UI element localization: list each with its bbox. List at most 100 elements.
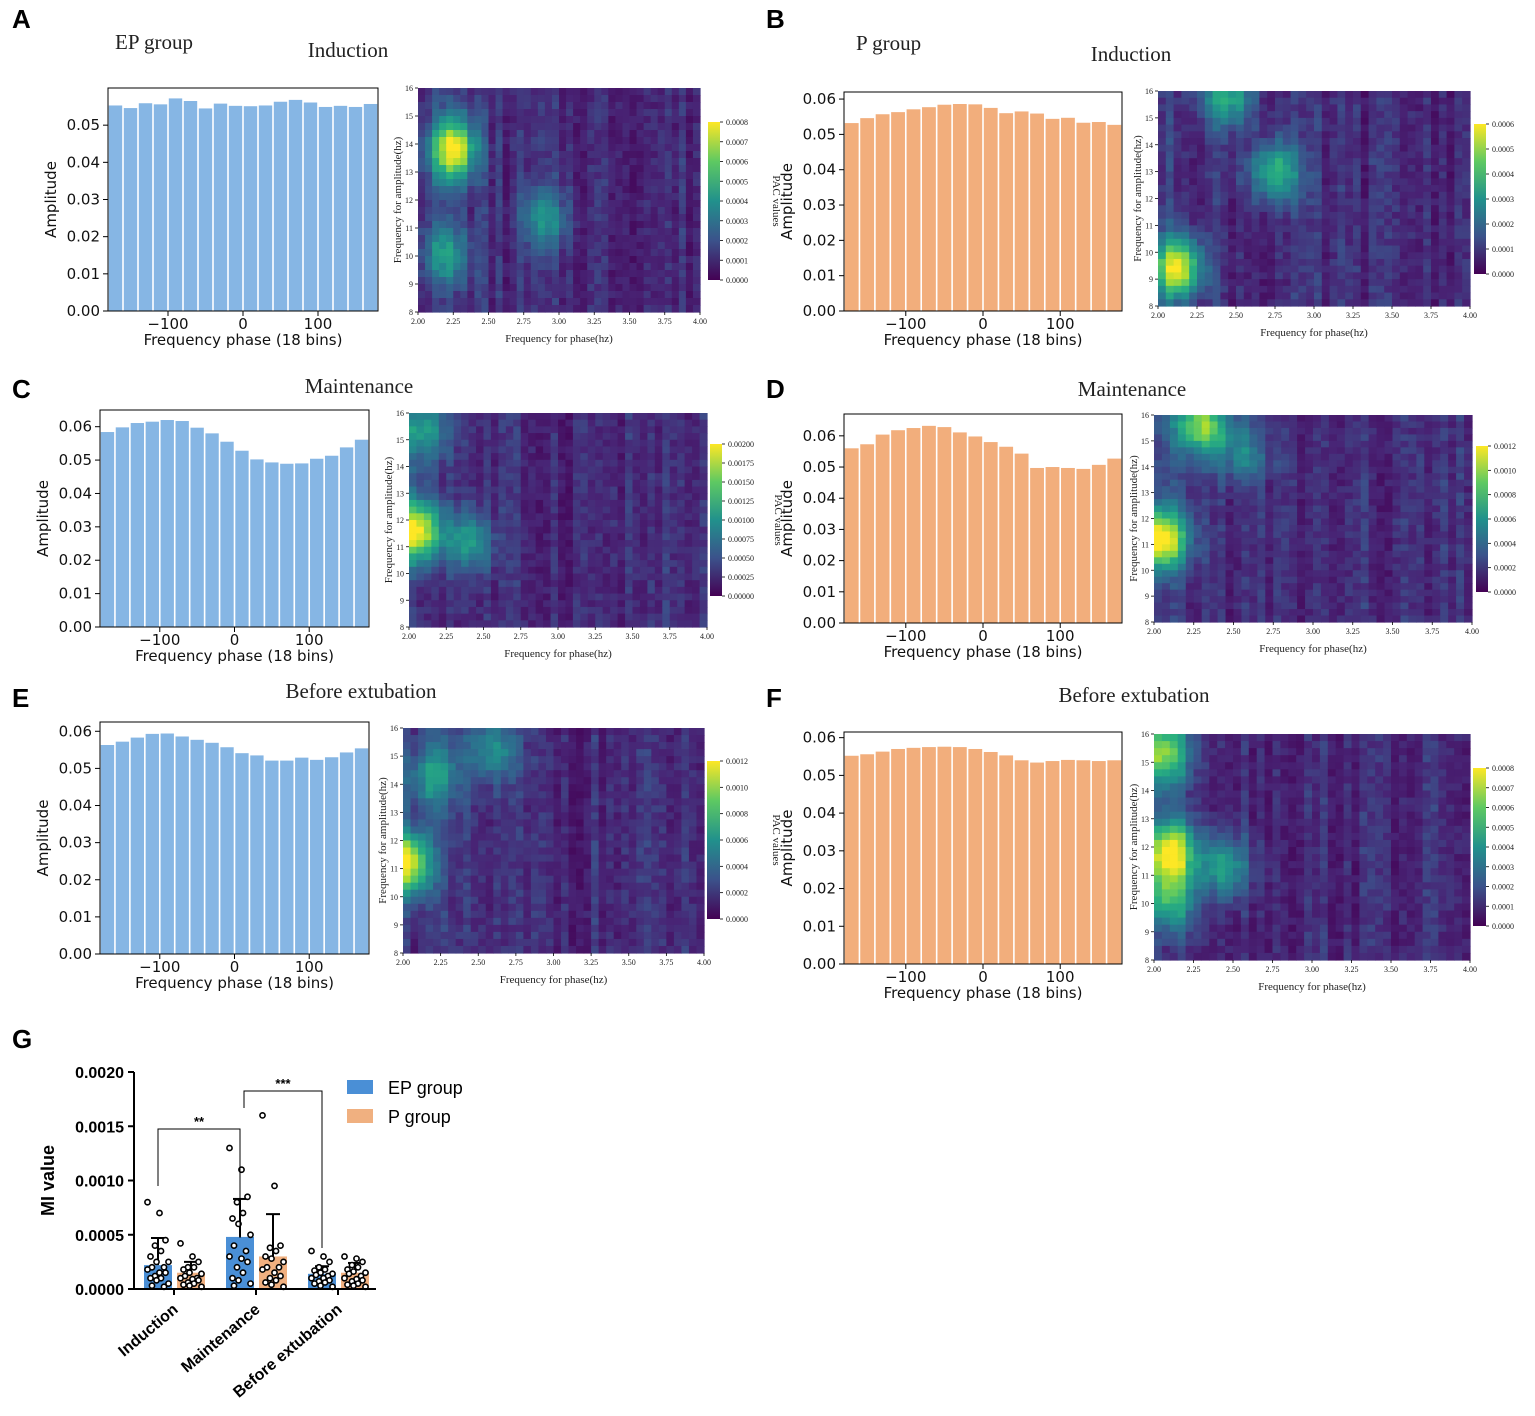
heatmap-cell <box>425 228 433 236</box>
heatmap-cell <box>446 242 454 250</box>
heatmap-cell <box>438 426 447 434</box>
heatmap-cell <box>476 499 485 508</box>
heatmap-cell <box>1228 258 1237 267</box>
heatmap-cell <box>505 506 514 514</box>
heatmap-cell <box>1298 252 1307 260</box>
heatmap-cell <box>1236 198 1245 206</box>
heatmap-cell <box>657 263 666 271</box>
heatmap-cell <box>1392 117 1401 126</box>
x-tick-label: 3.75 <box>1424 311 1438 320</box>
heatmap-cell <box>453 228 461 236</box>
heatmap-cell <box>594 193 602 201</box>
heatmap-cell <box>468 499 477 508</box>
heatmap-cell <box>587 137 595 145</box>
heatmap-cell <box>1193 563 1203 571</box>
heatmap-cell <box>629 137 638 145</box>
heatmap-cell <box>594 158 602 166</box>
heatmap-cell <box>418 207 426 215</box>
heatmap-cell <box>1399 211 1409 220</box>
heatmap-cell <box>1281 576 1290 584</box>
heatmap-cell <box>1220 279 1229 287</box>
heatmap-cell <box>1217 596 1227 604</box>
heatmap-cell <box>1273 537 1282 545</box>
heatmap-cell <box>1267 164 1276 173</box>
heatmap-cell <box>573 200 581 208</box>
heatmap-cell <box>1376 238 1385 247</box>
heatmap-cell <box>438 499 447 508</box>
heatmap-cell <box>1384 97 1393 106</box>
heatmap-cell <box>423 600 432 608</box>
heatmap-cell <box>1259 191 1268 200</box>
heatmap-cell <box>559 249 567 257</box>
heatmap-cell <box>1320 486 1330 494</box>
heatmap-cell <box>537 109 546 117</box>
heatmap-cell <box>587 600 596 608</box>
heatmap-cell <box>530 116 539 124</box>
heatmap-cell <box>1305 440 1314 448</box>
heatmap-cell <box>1297 492 1306 500</box>
heatmap-cell <box>1297 427 1306 436</box>
heatmap-cell <box>615 291 624 299</box>
heatmap-cell <box>423 419 432 427</box>
heatmap-cell <box>446 228 454 236</box>
heatmap-cell <box>1360 117 1370 126</box>
heatmap-cell <box>446 613 455 621</box>
heatmap-cell <box>558 620 567 628</box>
heatmap-cell <box>498 459 507 468</box>
heatmap-cell <box>1297 499 1306 507</box>
heatmap-cell <box>498 533 507 541</box>
heatmap-cell <box>587 606 596 615</box>
heatmap-cell <box>639 613 648 621</box>
heatmap-cell <box>461 479 470 488</box>
heatmap-cell <box>643 123 652 131</box>
heatmap-cell <box>481 263 490 271</box>
heatmap-cell <box>1265 524 1274 533</box>
heatmap-cell <box>602 453 611 461</box>
heatmap-cell <box>1392 272 1401 280</box>
heatmap-cell <box>432 172 440 180</box>
heatmap-cell <box>498 513 507 521</box>
heatmap-cell <box>1228 124 1237 132</box>
y-tick-label: 0.01 <box>803 267 836 285</box>
heatmap-cell <box>615 200 624 208</box>
histogram-bar <box>288 99 303 311</box>
heatmap-cell <box>654 573 663 581</box>
heatmap-cell <box>523 165 532 173</box>
heatmap-cell <box>602 486 611 494</box>
heatmap-cell <box>1241 531 1250 539</box>
histogram-bar <box>348 106 363 311</box>
heatmap-cell <box>625 433 634 441</box>
heatmap-cell <box>460 235 468 243</box>
y-tick-label: 8 <box>409 308 413 317</box>
heatmap-cell <box>418 116 426 124</box>
heatmap-cell <box>1169 434 1179 442</box>
heatmap-cell <box>1201 440 1211 448</box>
heatmap-cell <box>559 270 567 278</box>
histogram-bar <box>906 428 921 623</box>
heatmap-cell <box>573 95 581 103</box>
heatmap-cell <box>432 144 440 152</box>
heatmap-cell <box>432 298 440 306</box>
heatmap-cell <box>488 242 497 250</box>
heatmap-cell <box>418 186 426 194</box>
heatmap-cell <box>1204 232 1214 240</box>
heatmap-cell <box>446 499 455 508</box>
heatmap-cell <box>460 256 468 264</box>
histogram-bar <box>220 441 234 627</box>
heatmap-cell <box>1228 131 1237 139</box>
heatmap-cell <box>1197 158 1206 166</box>
heatmap-cell <box>1281 537 1290 545</box>
heatmap-cell <box>1209 531 1219 539</box>
heatmap-cell <box>467 284 475 292</box>
heatmap-cell <box>425 277 433 285</box>
heatmap-cell <box>1290 238 1299 247</box>
heatmap-cell <box>610 580 619 588</box>
heatmap-cell <box>1197 185 1206 193</box>
heatmap-cell <box>1154 596 1163 604</box>
heatmap-cell <box>594 228 602 236</box>
heatmap-cell <box>528 413 537 421</box>
heatmap-cell <box>1320 440 1330 448</box>
heatmap-cell <box>1376 104 1385 112</box>
heatmap-cell <box>565 419 574 427</box>
heatmap-cell <box>446 433 455 441</box>
